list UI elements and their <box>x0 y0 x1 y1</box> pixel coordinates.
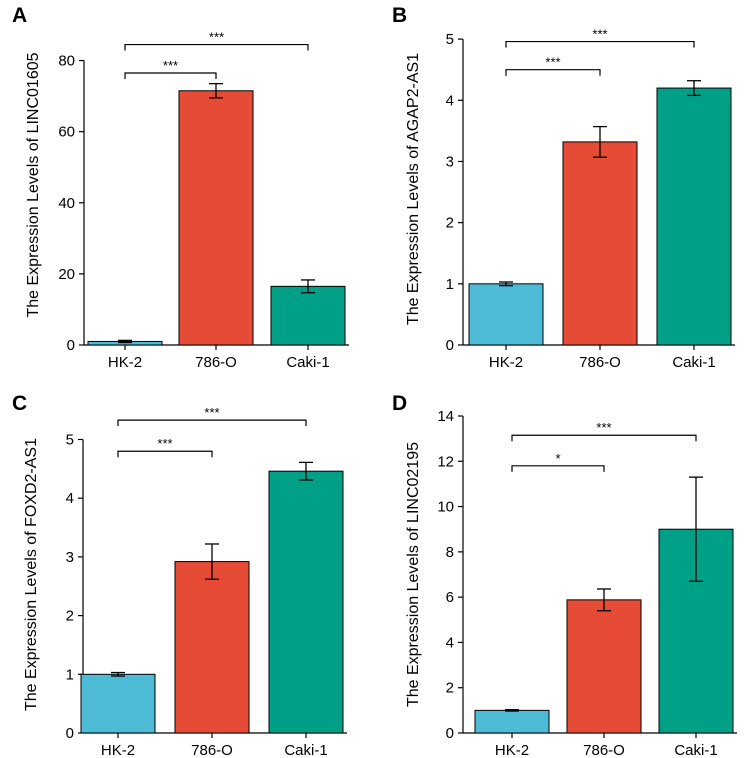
y-tick-label: 0 <box>66 725 74 742</box>
bar-786-o <box>562 141 638 346</box>
bracket-line <box>511 465 605 472</box>
significance-bracket: *** <box>124 30 309 51</box>
bar-786-o <box>178 90 254 346</box>
y-tick-label: 5 <box>66 431 74 448</box>
significance-label: *** <box>157 436 172 451</box>
significance-bracket: *** <box>505 55 601 76</box>
y-tick-label: 12 <box>437 453 454 470</box>
significance-label: *** <box>209 30 224 45</box>
panel-c: C The Expression Levels of FOXD2-AS1 0 1 2 3 4… <box>12 392 347 758</box>
bar-caki-1 <box>268 470 344 734</box>
significance-label: *** <box>596 420 611 435</box>
x-tick-label: 786-O <box>191 742 233 758</box>
panel-letter: D <box>392 392 407 415</box>
x-tick-label: Caki-1 <box>672 354 715 371</box>
significance-bracket: * <box>511 451 605 472</box>
bar-caki-1 <box>656 87 732 346</box>
y-tick-label: 2 <box>446 215 454 232</box>
x-tick-label: HK-2 <box>489 354 523 371</box>
y-axis-label: The Expression Levels of AGAP2-AS1 <box>405 53 422 325</box>
significance-bracket: *** <box>117 436 213 458</box>
x-tick-label: HK-2 <box>108 354 142 371</box>
panel-letter: A <box>12 4 27 27</box>
y-tick-label: 2 <box>446 680 454 697</box>
significance-label: *** <box>163 58 178 73</box>
panel-d: D The Expression Levels of LINC02195 0 2 4 6 8… <box>392 392 737 758</box>
y-axis-label: The Expression Levels of LINC02195 <box>405 442 422 707</box>
y-tick-label: 14 <box>437 408 454 425</box>
y-tick-label: 40 <box>58 195 75 212</box>
bar-hk-2 <box>80 673 156 734</box>
x-tick-label: Caki-1 <box>674 742 717 758</box>
panel-letter: B <box>392 4 407 27</box>
y-tick-label: 1 <box>446 276 454 293</box>
y-tick-label: 8 <box>446 544 454 561</box>
bracket-line <box>117 450 213 458</box>
y-tick-label: 20 <box>58 266 75 283</box>
bracket-line <box>124 43 309 51</box>
bracket-line <box>511 434 697 442</box>
significance-label: *** <box>545 55 560 70</box>
bar-hk-2 <box>468 283 544 346</box>
x-tick-label: 786-O <box>195 354 237 371</box>
x-tick-label: 786-O <box>579 354 621 371</box>
x-tick-label: HK-2 <box>495 742 529 758</box>
y-tick-label: 3 <box>66 549 74 566</box>
bar-786-o <box>566 599 642 734</box>
y-tick-label: 5 <box>446 31 454 48</box>
bracket-line <box>117 419 307 427</box>
x-tick-label: Caki-1 <box>286 354 329 371</box>
y-axis-label: The Expression Levels of LINC01605 <box>25 52 42 317</box>
y-tick-label: 4 <box>446 92 454 109</box>
bracket-line <box>124 72 217 79</box>
y-tick-label: 80 <box>58 53 75 70</box>
significance-label: *** <box>592 27 607 42</box>
significance-bracket: *** <box>511 420 697 442</box>
panel-b: B The Expression Levels of AGAP2-AS1 0 1 2 3 4… <box>392 4 735 371</box>
y-tick-label: 1 <box>66 666 74 683</box>
y-tick-label: 3 <box>446 153 454 170</box>
y-tick-label: 6 <box>446 589 454 606</box>
significance-bracket: *** <box>505 27 695 48</box>
bracket-line <box>505 69 601 76</box>
significance-bracket: *** <box>124 58 217 79</box>
x-tick-label: HK-2 <box>101 742 135 758</box>
y-tick-label: 4 <box>446 634 454 651</box>
y-tick-label: 0 <box>446 337 454 354</box>
bar-786-o <box>174 561 250 734</box>
bar-hk-2 <box>474 709 550 734</box>
y-axis-label: The Expression Levels of FOXD2-AS1 <box>23 438 40 711</box>
panel-a: A The Expression Levels of LINC01605 0 20 40… <box>12 4 349 371</box>
y-tick-label: 60 <box>58 124 75 141</box>
y-tick-label: 4 <box>66 490 74 507</box>
significance-label: *** <box>204 405 219 420</box>
significance-bracket: *** <box>117 405 307 427</box>
y-tick-label: 10 <box>437 499 454 516</box>
panel-letter: C <box>12 392 27 415</box>
y-tick-label: 0 <box>67 337 75 354</box>
significance-label: * <box>555 451 560 466</box>
bracket-line <box>505 40 695 48</box>
bar-caki-1 <box>270 285 346 346</box>
y-tick-label: 0 <box>446 725 454 742</box>
y-tick-label: 2 <box>66 608 74 625</box>
x-tick-label: Caki-1 <box>284 742 327 758</box>
x-tick-label: 786-O <box>583 742 625 758</box>
